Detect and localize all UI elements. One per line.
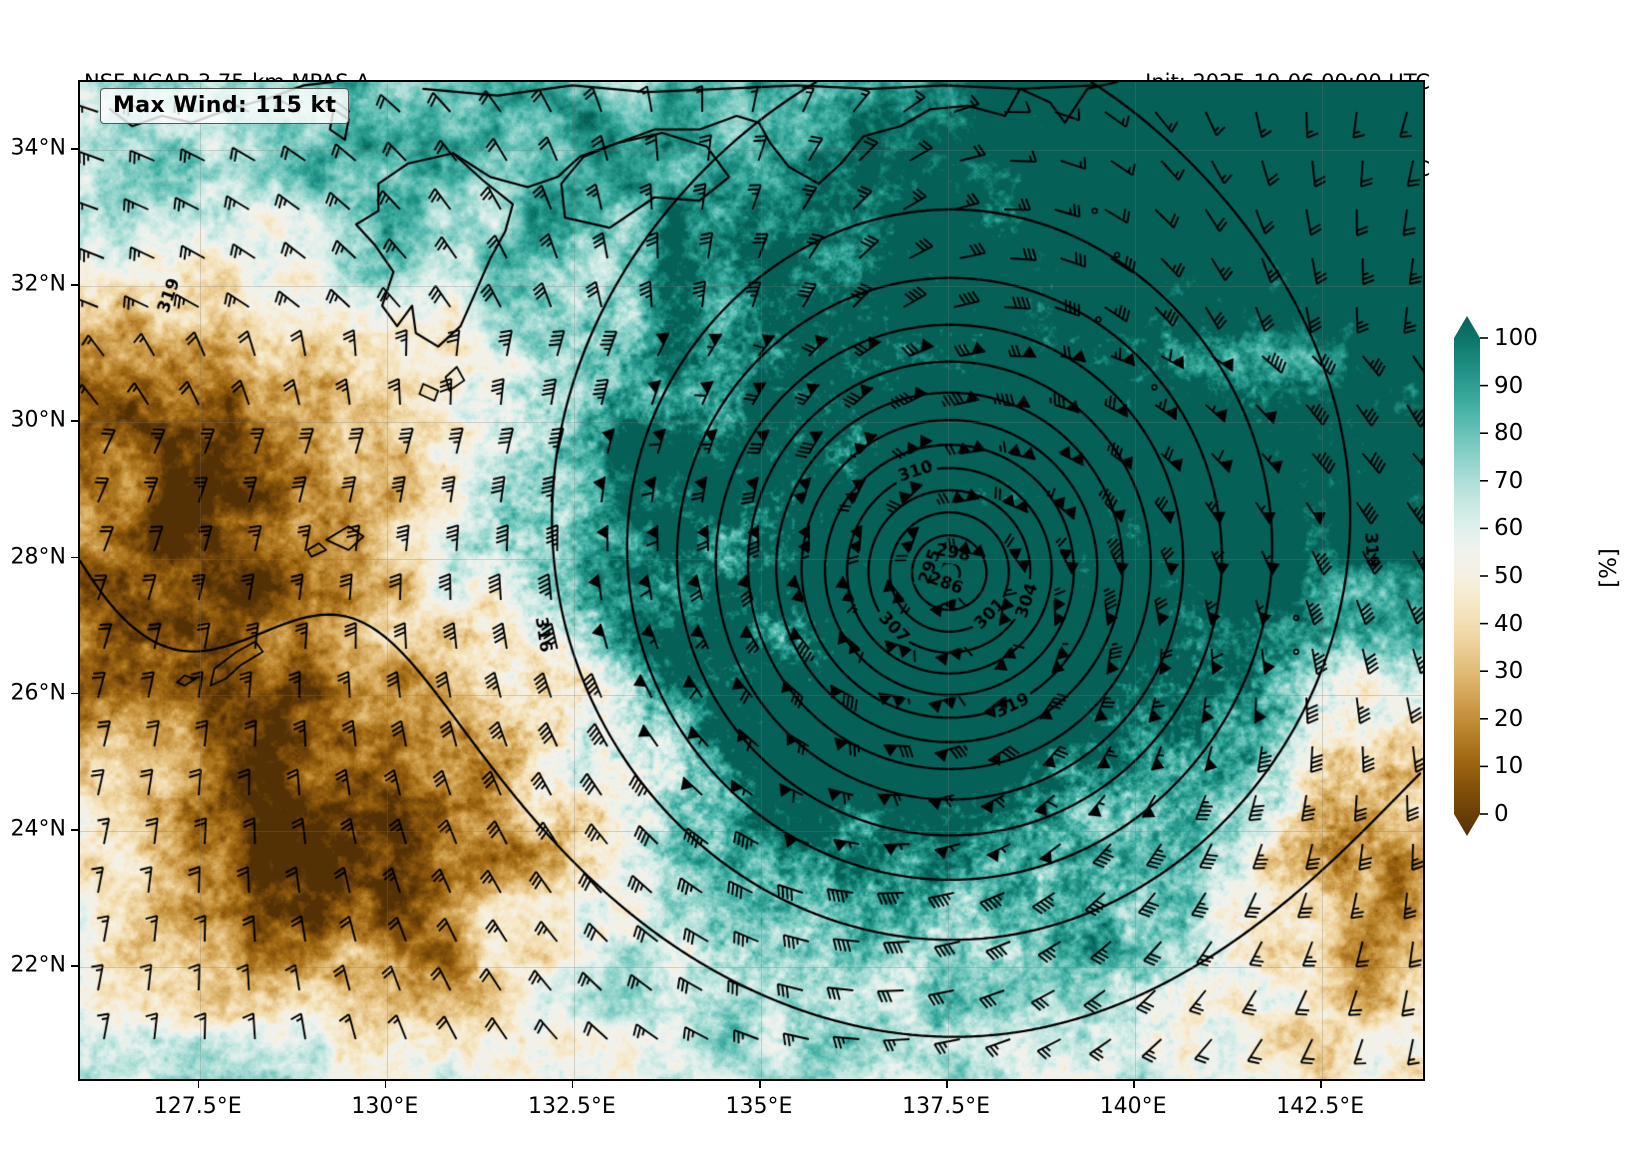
- colorbar-tick-label: 70: [1494, 467, 1524, 494]
- colorbar-unit-label: [%]: [1595, 548, 1622, 588]
- x-tick-mark: [758, 1081, 761, 1088]
- humidity-map-canvas: [80, 82, 1423, 1079]
- colorbar-tick-label: 50: [1494, 563, 1524, 589]
- colorbar[interactable]: 0 10 20 30 40 50 60 70 80 90 100: [1442, 310, 1632, 850]
- colorbar-tick-label: 30: [1494, 658, 1524, 685]
- y-tick-mark: [71, 692, 78, 695]
- x-tick-mark: [946, 1081, 948, 1088]
- colorbar-gradient: [1454, 316, 1488, 836]
- y-tick-mark: [71, 420, 78, 423]
- y-tick-label: 34°N: [10, 135, 66, 161]
- colorbar-tick-label: 40: [1494, 610, 1524, 637]
- x-tick-label: 137.5°E: [902, 1094, 991, 1119]
- x-tick-label: 142.5°E: [1276, 1094, 1365, 1119]
- colorbar-tick-label: 0: [1494, 801, 1509, 827]
- y-tick-mark: [71, 965, 78, 967]
- colorbar-tick-label: 10: [1494, 753, 1524, 780]
- x-tick-label: 135°E: [725, 1094, 793, 1119]
- y-tick-mark: [71, 829, 78, 831]
- x-tick-mark: [1320, 1081, 1322, 1088]
- y-tick-mark: [71, 148, 78, 150]
- y-tick-label: 30°N: [10, 407, 66, 433]
- colorbar-tick-label: 90: [1494, 372, 1524, 399]
- x-tick-label: 130°E: [351, 1094, 419, 1119]
- y-tick-label: 28°N: [10, 544, 66, 570]
- y-tick-label: 32°N: [10, 271, 66, 297]
- x-tick-label: 127.5°E: [153, 1094, 242, 1119]
- max-wind-annotation: Max Wind: 115 kt: [100, 88, 350, 124]
- map-plot-area[interactable]: [78, 80, 1425, 1081]
- y-tick-label: 22°N: [10, 952, 66, 978]
- x-tick-mark: [571, 1081, 574, 1088]
- colorbar-tick-label: 100: [1494, 325, 1538, 351]
- y-tick-mark: [71, 284, 78, 286]
- colorbar-tick-label: 80: [1494, 420, 1524, 447]
- x-tick-mark: [197, 1081, 200, 1088]
- x-tick-label: 140°E: [1099, 1094, 1167, 1119]
- x-tick-mark: [384, 1081, 387, 1088]
- colorbar-tick-label: 20: [1494, 705, 1524, 732]
- y-tick-label: 24°N: [10, 816, 66, 842]
- y-tick-mark: [71, 556, 78, 559]
- colorbar-body: [1454, 316, 1480, 836]
- x-tick-mark: [1133, 1081, 1135, 1088]
- colorbar-tick-label: 60: [1494, 515, 1524, 542]
- x-tick-label: 132.5°E: [527, 1094, 616, 1119]
- y-tick-label: 26°N: [10, 680, 66, 706]
